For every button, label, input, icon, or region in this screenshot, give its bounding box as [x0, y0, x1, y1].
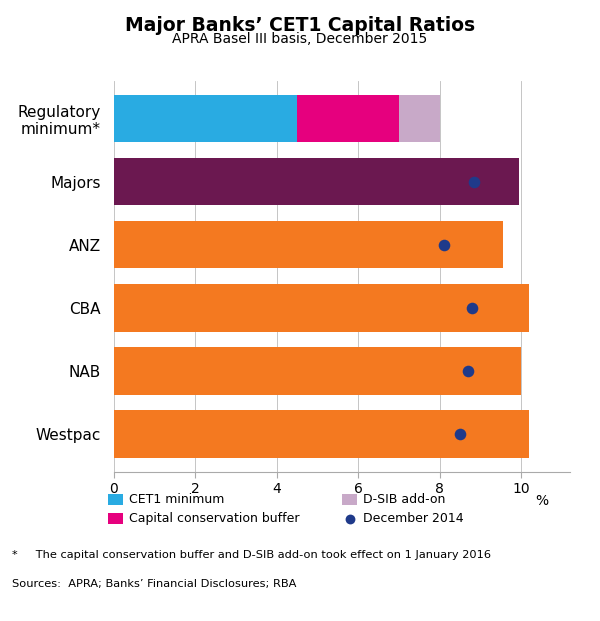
Bar: [114, 347, 521, 395]
Point: [439, 240, 449, 250]
Text: December 2014: December 2014: [363, 512, 464, 525]
Bar: [114, 158, 519, 206]
Text: *     The capital conservation buffer and D-SIB add-on took effect on 1 January : * The capital conservation buffer and D-…: [12, 550, 491, 560]
Point: [467, 303, 477, 313]
Bar: [114, 95, 297, 142]
Bar: [399, 95, 440, 142]
Bar: [114, 284, 529, 332]
Text: Sources:  APRA; Banks’ Financial Disclosures; RBA: Sources: APRA; Banks’ Financial Disclosu…: [12, 579, 296, 589]
Text: D-SIB add-on: D-SIB add-on: [363, 494, 445, 506]
Text: Major Banks’ CET1 Capital Ratios: Major Banks’ CET1 Capital Ratios: [125, 16, 475, 35]
Text: CET1 minimum: CET1 minimum: [129, 494, 224, 506]
Bar: [114, 221, 503, 268]
Text: APRA Basel III basis, December 2015: APRA Basel III basis, December 2015: [172, 32, 428, 47]
Point: [463, 366, 473, 376]
Text: Capital conservation buffer: Capital conservation buffer: [129, 512, 299, 525]
Point: [470, 177, 479, 187]
Text: %: %: [535, 494, 548, 508]
Bar: [297, 95, 399, 142]
Bar: [114, 410, 529, 458]
Point: [413, 429, 422, 439]
Point: [455, 429, 465, 439]
